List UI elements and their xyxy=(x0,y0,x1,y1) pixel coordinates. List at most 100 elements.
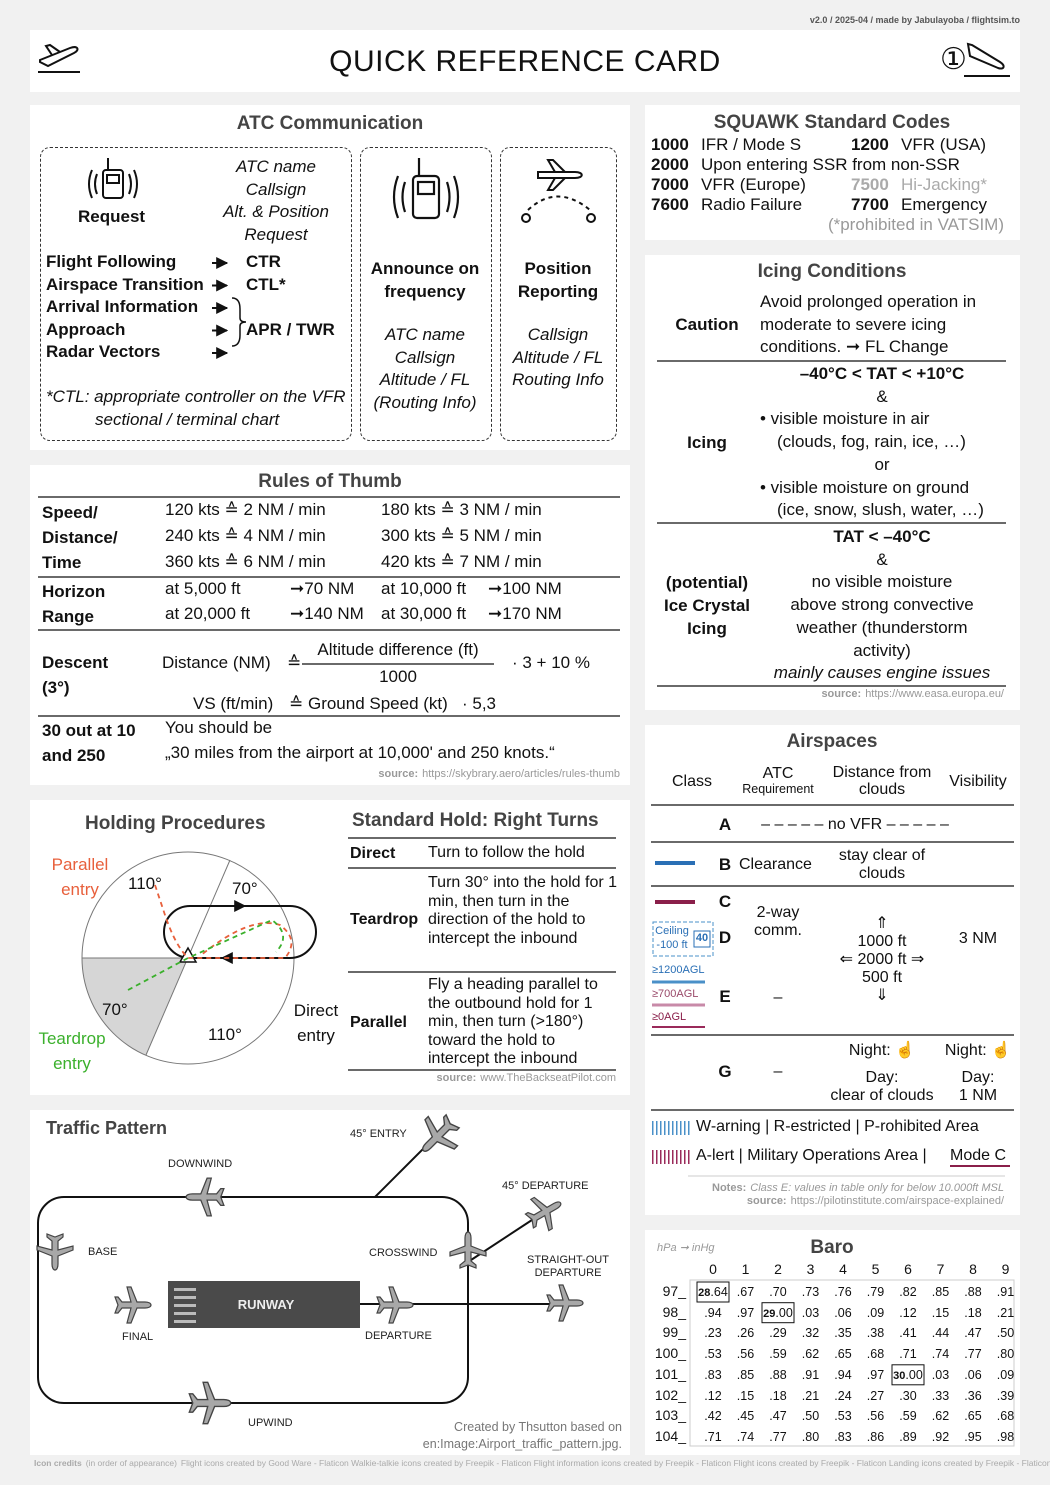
route-target: CTL* xyxy=(246,274,286,294)
baro-cell: .74 xyxy=(736,1429,755,1444)
airspace-cell: Day: xyxy=(961,1069,995,1086)
baro-cell: .73 xyxy=(801,1285,820,1299)
baro-cell: .88 xyxy=(964,1285,982,1299)
baro-cell: 28.64 xyxy=(698,1285,728,1299)
formula-part: Altitude difference (ft) xyxy=(317,640,479,659)
rule-cell: 360 kts ≙ 6 NM / min xyxy=(165,552,326,571)
rules-panel xyxy=(30,465,630,785)
area-legend: Mode C xyxy=(950,1147,1007,1164)
squawk-code: 1000 xyxy=(651,135,689,154)
formula-part: VS (ft/min) xyxy=(193,694,274,713)
baro-column: 4 xyxy=(839,1261,847,1277)
row-label: 30 out at 10 and 250 xyxy=(42,721,136,765)
baro-cell: .53 xyxy=(834,1409,852,1424)
baro-cell: .59 xyxy=(769,1347,787,1362)
icing-line: moderate to severe icing xyxy=(760,314,947,334)
announce-item: Callsign xyxy=(394,347,456,367)
baro-cell: .32 xyxy=(801,1326,820,1341)
baro-cell: .82 xyxy=(899,1285,917,1299)
airspace-class: E xyxy=(719,987,731,1006)
formula-part: · 3 + 10 % xyxy=(512,653,590,672)
source: source: https://skybrary.aero/articles/ru… xyxy=(378,768,620,781)
section-title: Airspaces xyxy=(786,731,878,752)
section-title: Baro xyxy=(810,1237,854,1258)
icing-line: (clouds, fog, rain, ice, …) xyxy=(777,432,966,452)
section-title: Standard Hold: Right Turns xyxy=(352,810,599,831)
baro-cell: .77 xyxy=(769,1429,787,1444)
airspace-cell: Day: xyxy=(865,1069,899,1086)
airspace-cell: Night: ☝ xyxy=(848,1042,916,1059)
teardrop-entry-label: Teardrop entry xyxy=(38,1029,106,1073)
source: source: https://www.easa.europa.eu/ xyxy=(821,688,1004,701)
version-credit: v2.0 / 2025-04 / made by Jabulayoba / fl… xyxy=(809,15,1020,25)
baro-cell: .94 xyxy=(704,1305,722,1320)
route-target: APR / TWR xyxy=(246,320,335,339)
baro-cell: .56 xyxy=(866,1409,885,1424)
baro-cell: .18 xyxy=(964,1305,982,1320)
baro-cell: .67 xyxy=(736,1285,755,1299)
baro-row-label: 100_ xyxy=(654,1345,686,1362)
airspaces-panel xyxy=(645,725,1020,1215)
request-item: ATC name xyxy=(236,157,316,176)
airspace-class: C xyxy=(718,892,732,911)
baro-column: 6 xyxy=(904,1261,912,1277)
notes-label: Notes: xyxy=(712,1182,747,1194)
airspace-cell: – – – – – no VFR – – – – – xyxy=(761,816,949,833)
icing-line: mainly causes engine issues xyxy=(773,663,991,683)
icing-label: Caution xyxy=(675,315,739,334)
baro-cell: .33 xyxy=(931,1388,950,1403)
route-name: Radar Vectors xyxy=(46,342,161,361)
position-item: Callsign xyxy=(527,325,589,344)
section-title: Icing Conditions xyxy=(757,261,907,282)
baro-cell: .23 xyxy=(704,1326,722,1341)
baro-cell: .68 xyxy=(866,1347,885,1362)
formula-part: ≙ xyxy=(287,653,302,672)
baro-cell: .62 xyxy=(931,1409,950,1424)
baro-cell: .03 xyxy=(931,1367,950,1382)
icing-line: Avoid prolonged operation in xyxy=(760,292,977,311)
baro-cell: .79 xyxy=(866,1285,885,1299)
direct-entry-label: Direct entry xyxy=(293,1001,339,1045)
pattern-label: STRAIGHT-OUT DEPARTURE xyxy=(527,1254,609,1280)
baro-cell: .62 xyxy=(801,1347,820,1362)
baro-cell: .42 xyxy=(704,1409,722,1424)
squawk-meaning: VFR (Europe) xyxy=(701,175,806,194)
column-header: Requirement xyxy=(742,782,814,796)
request-label: Request xyxy=(78,207,146,226)
traffic-panel xyxy=(30,1110,630,1455)
squawk-code: 7700 xyxy=(851,195,889,214)
baro-column: 3 xyxy=(806,1261,815,1277)
baro-cell: .71 xyxy=(899,1347,917,1362)
pattern-label: 45° DEPARTURE xyxy=(502,1180,589,1192)
legend-label: Ceiling xyxy=(655,925,689,937)
announce-item: (Routing Info) xyxy=(373,392,477,412)
pattern-label: UPWIND xyxy=(248,1417,293,1429)
baro-cell: .45 xyxy=(736,1409,755,1424)
airspace-cell: – xyxy=(773,1063,783,1080)
column-header: Visibility xyxy=(949,773,1007,790)
page-number: ① xyxy=(940,43,967,76)
baro-cell: .41 xyxy=(899,1326,917,1341)
baro-cell: 30.00 xyxy=(893,1367,923,1382)
notes: Notes: Class E: values in table only for … xyxy=(712,1182,1004,1195)
icing-line: activity) xyxy=(853,640,911,660)
baro-column: 9 xyxy=(1001,1261,1010,1277)
rule-cell: ➞100 NM xyxy=(488,579,562,598)
baro-cell: .70 xyxy=(769,1285,787,1299)
airspace-cell: Clearance xyxy=(739,856,812,873)
icing-panel xyxy=(645,255,1020,710)
baro-column: 2 xyxy=(774,1261,782,1277)
footer: Icon credits (in order of appearance) Flig… xyxy=(34,1458,1050,1468)
baro-cell: .80 xyxy=(996,1347,1015,1362)
baro-cell: .47 xyxy=(769,1409,787,1424)
baro-cell: .24 xyxy=(834,1388,852,1403)
footer-detail: (in order of appearance) xyxy=(85,1458,177,1468)
column-header: Distance from clouds xyxy=(832,764,932,798)
rule-cell: ➞140 NM xyxy=(290,604,364,623)
icing-line: & xyxy=(876,549,888,569)
squawk-note: (*prohibited in VATSIM) xyxy=(827,215,1004,234)
baro-cell: .12 xyxy=(899,1305,917,1320)
baro-cell: .12 xyxy=(704,1388,722,1403)
pattern-label: DOWNWIND xyxy=(168,1158,233,1170)
